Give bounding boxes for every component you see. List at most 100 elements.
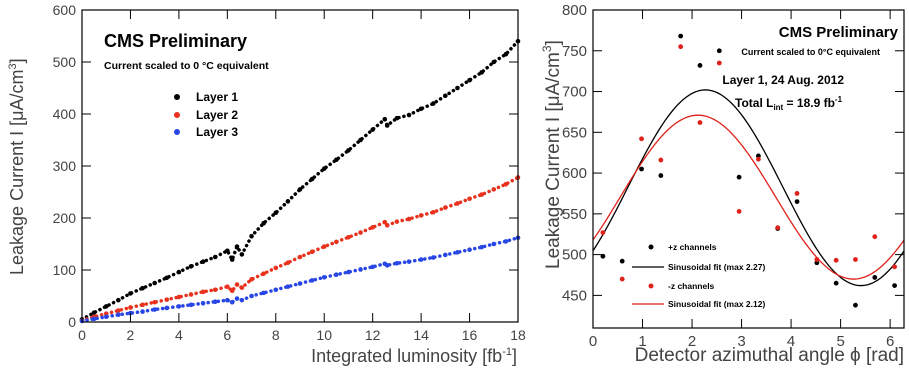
legend-label-minus-z: -z channels	[668, 281, 715, 291]
data-point--z-channels	[678, 44, 684, 50]
left-plot-frame	[81, 9, 519, 323]
series-layer-2	[79, 175, 521, 323]
data-point--z-channels	[892, 283, 897, 288]
data-point-layer-3	[467, 247, 472, 253]
data-point-layer-1	[116, 297, 121, 303]
data-point-layer-3	[261, 290, 266, 296]
data-point-layer-3	[116, 312, 121, 318]
data-point-layer-2	[297, 254, 303, 260]
data-point-layer-1	[430, 101, 436, 106]
fit-curve-sinusoidal-fit-max-2-27-	[592, 89, 905, 287]
series-trace-layer-3	[80, 236, 520, 323]
data-point-layer-2	[382, 219, 388, 225]
legend-marker-layer-3	[174, 129, 180, 135]
right-chart-panel: 0 1 2 3 4 5 6 450 500 550 600 650 700 750 800 CMS Prel…	[540, 2, 905, 366]
data-point--z-channels	[872, 275, 878, 280]
data-point-layer-1	[297, 187, 303, 192]
data-point-layer-3	[358, 267, 363, 272]
series-layer-3	[79, 235, 521, 324]
right-x-tick-label: 0	[589, 333, 597, 350]
data-point--z-channels	[639, 136, 644, 142]
legend-marker-plus-z	[648, 244, 654, 250]
data-point--z-channels	[678, 33, 684, 39]
data-point-layer-3	[176, 304, 182, 309]
right-x-tick-label: 2	[688, 333, 696, 350]
data-point-layer-1	[334, 157, 339, 163]
left-x-tick-label: 8	[272, 327, 280, 343]
data-point-layer-2	[176, 294, 182, 300]
data-point--z-channels	[697, 120, 703, 125]
data-point-layer-1	[479, 70, 484, 75]
data-point--z-channels	[892, 264, 897, 270]
left-x-tick-label: 10	[316, 327, 332, 343]
data-point-layer-2	[225, 284, 230, 289]
right-info-luminosity: Total Lint = 18.9 fb-1	[735, 95, 843, 112]
data-point-layer-2	[140, 302, 145, 308]
data-point-layer-2	[200, 289, 206, 295]
data-point-layer-2	[455, 201, 460, 206]
right-chart-subtitle: Current scaled to 0°C equivalent	[741, 47, 880, 57]
data-point-layer-1	[370, 127, 375, 132]
series-trace-layer-1	[80, 39, 520, 322]
data-point-layer-3	[229, 299, 235, 305]
data-point-layer-1	[239, 252, 245, 257]
data-point-layer-1	[491, 59, 497, 65]
data-point-layer-1	[249, 233, 254, 239]
legend-label-layer-3: Layer 3	[196, 125, 238, 139]
data-point-layer-2	[430, 209, 436, 215]
data-point-layer-1	[229, 257, 235, 262]
data-point--z-channels	[814, 257, 820, 262]
data-point--z-channels	[794, 199, 800, 205]
left-chart-title: CMS Preliminary	[104, 31, 247, 51]
data-point-layer-2	[212, 287, 218, 293]
data-point-layer-2	[418, 213, 424, 218]
data-point-layer-2	[491, 187, 497, 192]
data-point-layer-2	[467, 196, 472, 202]
legend-marker-layer-1	[174, 94, 180, 100]
data-point-layer-3	[140, 309, 145, 314]
legend-label-layer-1: Layer 1	[196, 90, 238, 104]
data-point-layer-2	[358, 230, 363, 235]
right-y-tick-label: 500	[562, 247, 587, 264]
left-x-tick-label: 6	[223, 327, 231, 343]
data-point-layer-1	[188, 264, 194, 269]
data-point-layer-1	[176, 269, 182, 275]
legend-label-layer-2: Layer 2	[196, 108, 238, 122]
data-point-layer-2	[321, 244, 327, 249]
left-x-tick-label: 2	[127, 327, 135, 343]
data-point-layer-1	[418, 106, 424, 112]
data-point-layer-1	[384, 123, 390, 128]
data-point--z-channels	[833, 280, 839, 286]
data-point-layer-1	[261, 220, 266, 226]
data-point-layer-3	[297, 281, 303, 286]
left-axis-ticks: 0 2 4 6 8 10 12 14 16 18 0 100 200 300 400 500 600	[53, 2, 526, 343]
data-point--z-channels	[600, 230, 606, 236]
data-point-layer-3	[406, 259, 412, 264]
legend-label-fit-minus-z: Sinusoidal fit (max 2.12)	[668, 299, 765, 309]
data-point-layer-2	[370, 225, 375, 230]
right-y-tick-label: 750	[562, 43, 587, 60]
data-point-layer-3	[430, 255, 436, 260]
right-plot-frame	[592, 9, 905, 329]
data-point-layer-1	[443, 93, 448, 99]
data-point-layer-1	[225, 248, 230, 254]
data-point-layer-3	[188, 302, 194, 308]
data-point--z-channels	[775, 225, 781, 231]
data-point-layer-3	[443, 252, 448, 258]
data-point-layer-1	[503, 51, 509, 57]
data-point-layer-3	[394, 260, 400, 266]
data-point-layer-2	[234, 282, 240, 287]
left-y-tick-label: 400	[53, 106, 77, 122]
data-point-layer-3	[212, 299, 218, 305]
left-x-tick-label: 16	[462, 327, 478, 343]
right-y-tick-label: 800	[562, 2, 587, 19]
data-point-layer-3	[503, 239, 509, 244]
data-point-layer-1	[152, 280, 157, 286]
data-point-layer-3	[225, 297, 230, 303]
right-y-tick-label: 700	[562, 84, 587, 101]
fit-curve-sinusoidal-fit-max-2-12-	[592, 114, 905, 280]
left-data-points	[79, 38, 521, 324]
right-y-tick-label: 650	[562, 124, 587, 141]
data-point-layer-2	[346, 234, 351, 240]
right-y-axis-label: Leakage Current I [μA/cm3]	[540, 40, 564, 269]
